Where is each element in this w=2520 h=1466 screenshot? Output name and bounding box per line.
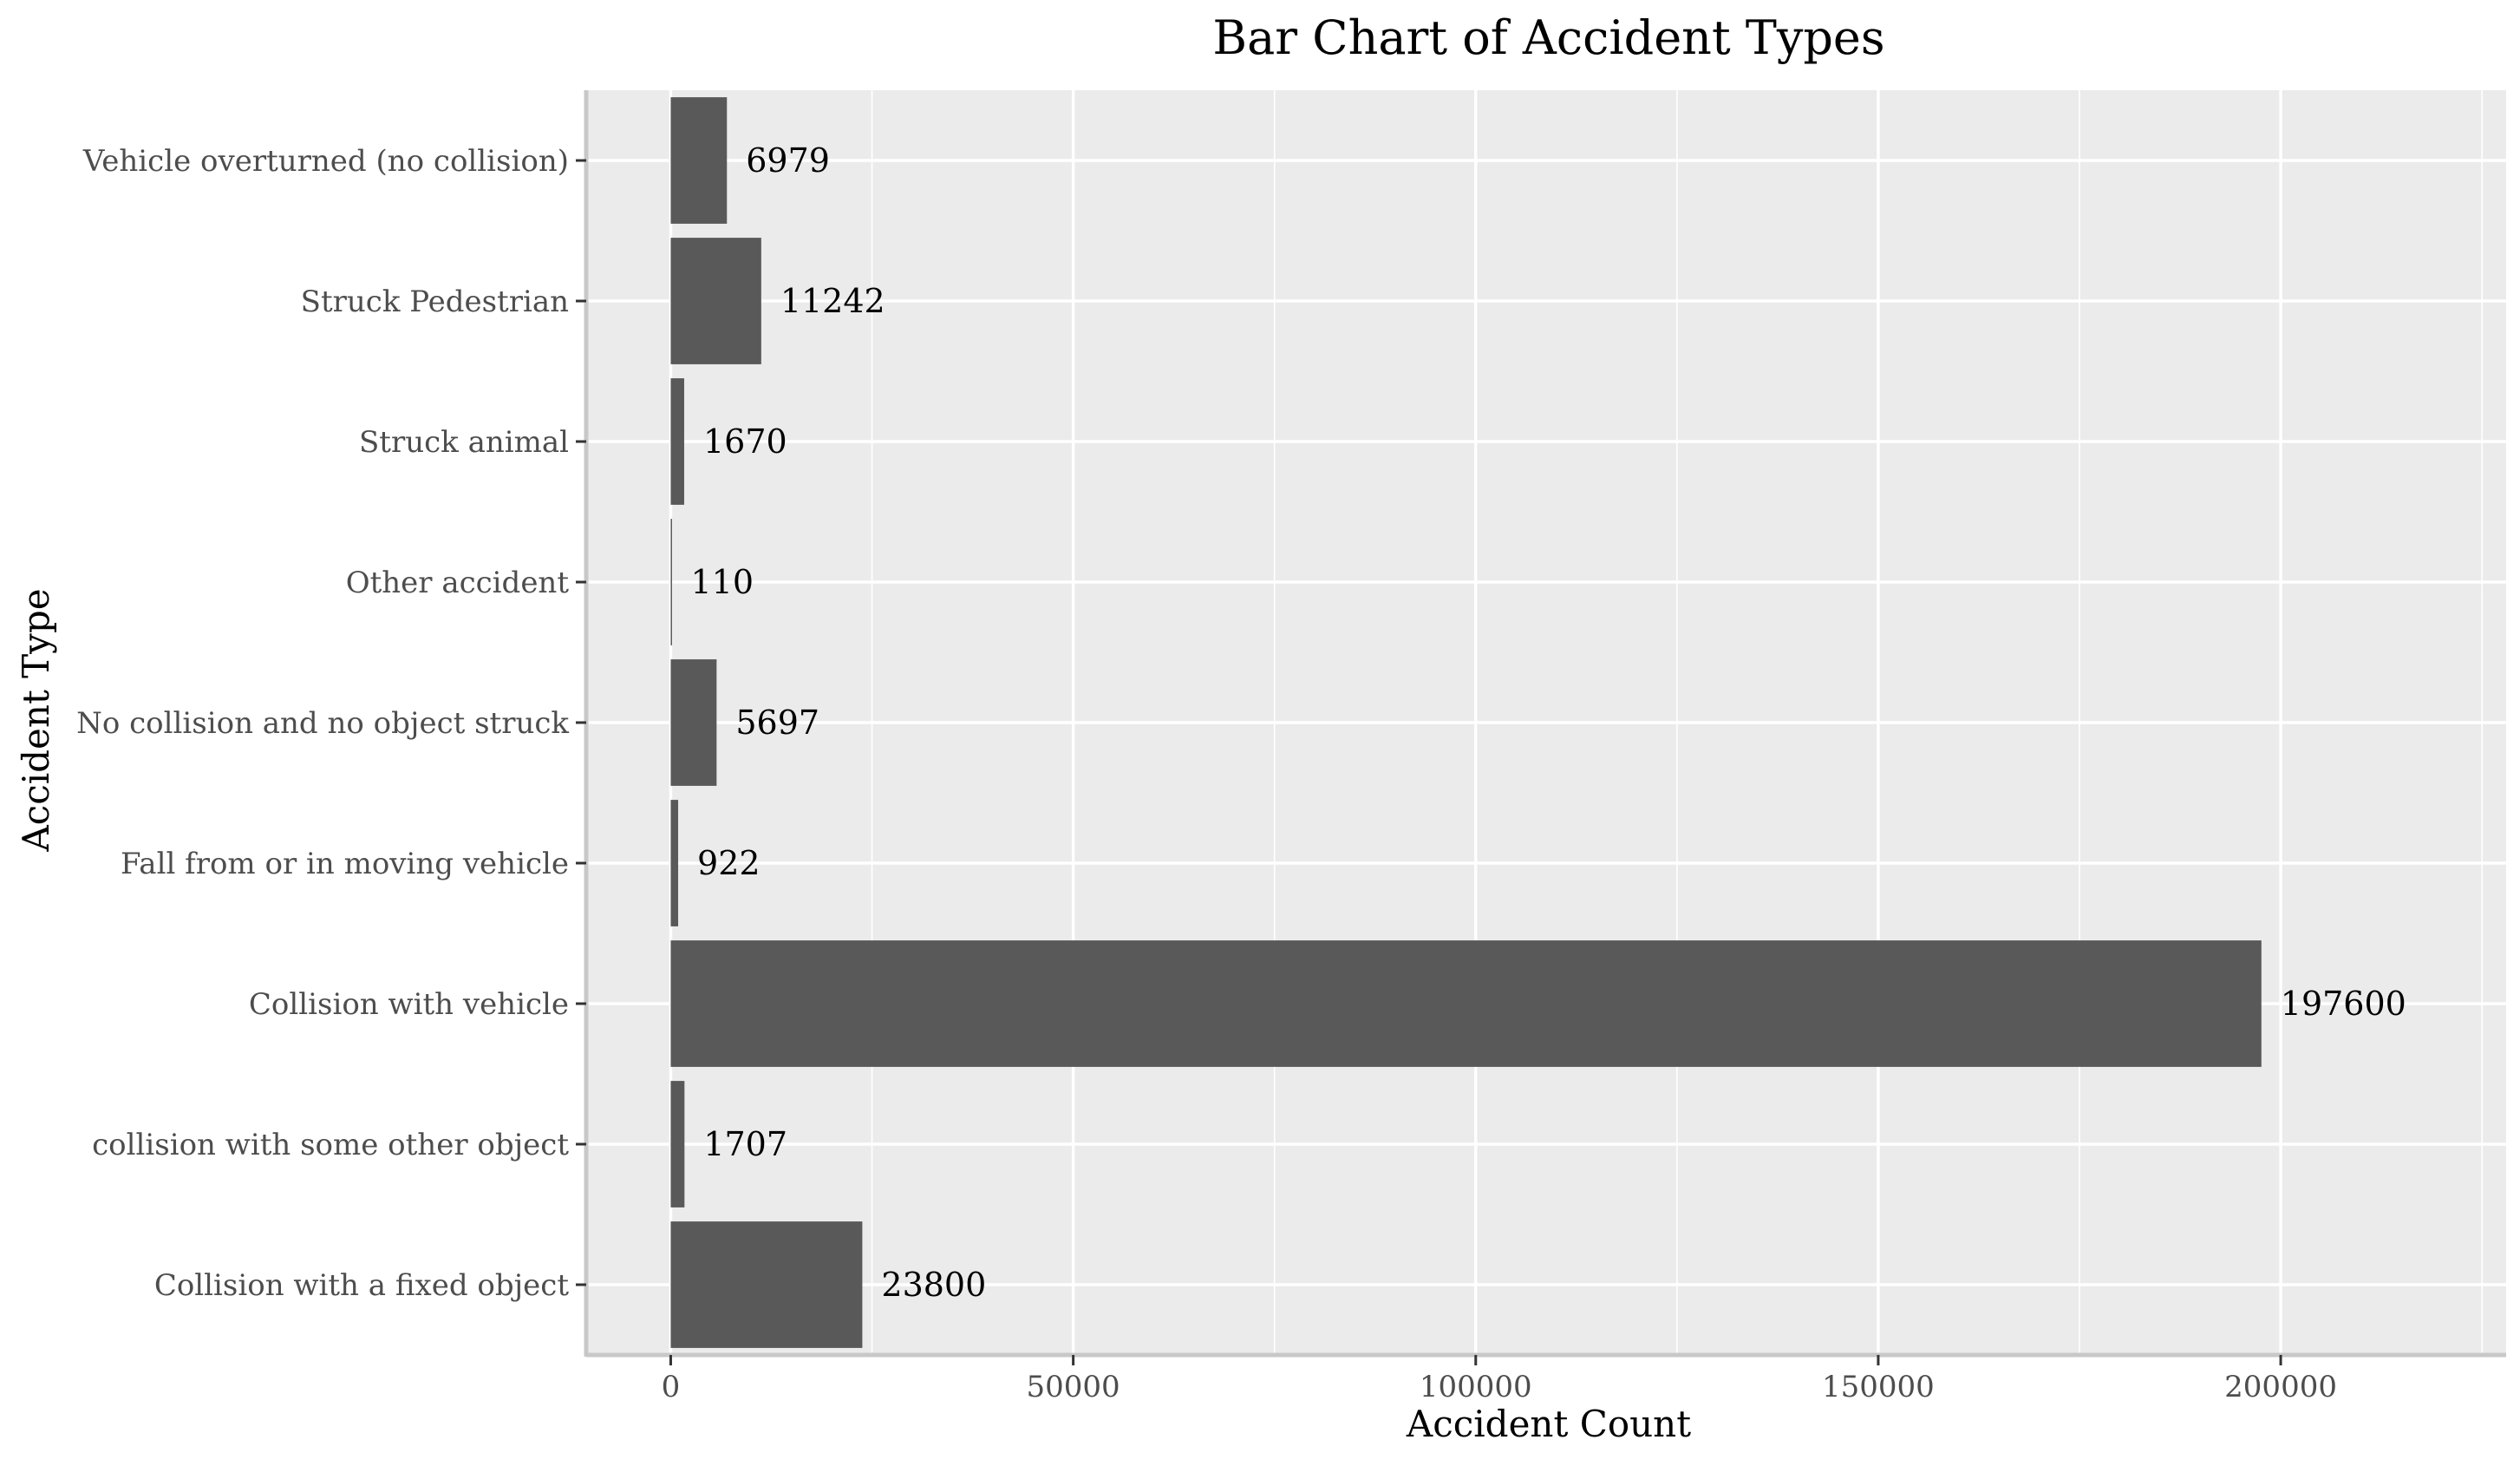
y-tick-label: collision with some other object	[92, 1128, 569, 1162]
x-tick-label: 200000	[2224, 1370, 2337, 1404]
data-label: 197600	[2281, 985, 2406, 1023]
data-label: 922	[697, 844, 761, 882]
y-tick-label: No collision and no object struck	[76, 706, 569, 741]
bar	[670, 940, 2262, 1067]
x-tick-label: 0	[662, 1370, 681, 1404]
y-axis-title: Accident Type	[15, 588, 57, 852]
x-tick-label: 50000	[1027, 1370, 1120, 1404]
y-tick-label: Vehicle overturned (no collision)	[82, 144, 569, 179]
y-tick-label: Struck animal	[359, 425, 569, 460]
bar	[670, 1081, 685, 1207]
bar	[670, 1221, 863, 1348]
y-tick-label: Fall from or in moving vehicle	[121, 847, 569, 881]
data-label: 23800	[881, 1266, 986, 1304]
bar	[670, 659, 717, 786]
bar	[670, 238, 761, 364]
y-tick-label: Other accident	[346, 566, 570, 600]
bar	[670, 97, 728, 224]
bar	[670, 800, 679, 926]
data-labels: 23800 1707 197600 922 5697 110 1670 11242 6979	[690, 141, 2406, 1304]
chart-title: Bar Chart of Accident Types	[1212, 10, 1884, 65]
x-axis-title: Accident Count	[1406, 1403, 1691, 1445]
data-label: 6979	[746, 141, 830, 180]
axes: Collision with a fixed object collision w…	[76, 90, 2506, 1404]
data-label: 11242	[780, 282, 885, 320]
bar	[670, 519, 672, 645]
x-tick-label: 100000	[1420, 1370, 1532, 1404]
data-label: 1707	[703, 1125, 787, 1163]
bar	[670, 378, 684, 505]
data-label: 5697	[735, 704, 819, 742]
y-tick-label: Struck Pedestrian	[301, 285, 569, 319]
data-label: 110	[690, 563, 754, 601]
x-tick-label: 150000	[1822, 1370, 1935, 1404]
y-tick-label: Collision with vehicle	[249, 987, 569, 1022]
data-label: 1670	[703, 422, 787, 461]
y-tick-label: Collision with a fixed object	[154, 1268, 570, 1303]
bars	[670, 97, 2262, 1348]
